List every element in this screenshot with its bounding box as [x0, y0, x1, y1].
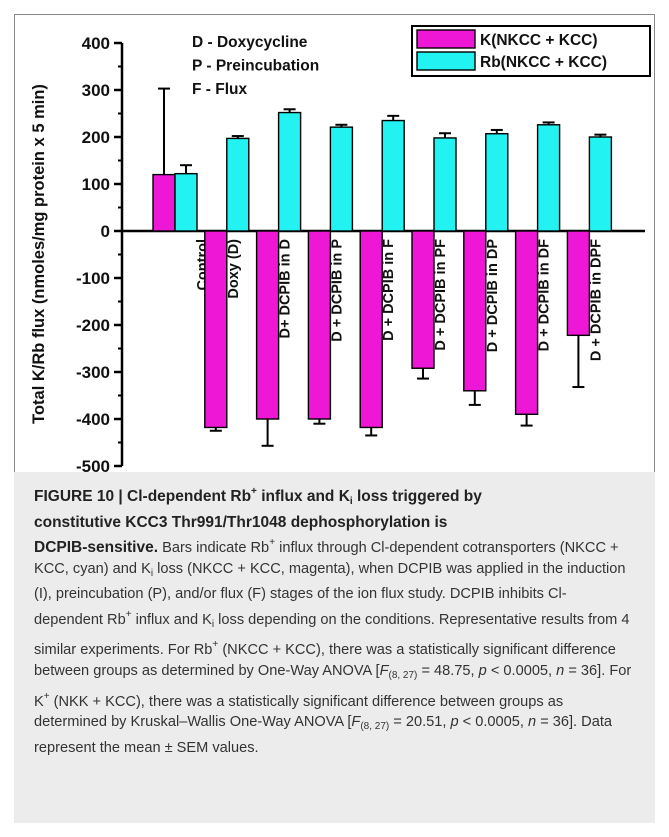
legend-label: K(NKCC + KCC) — [480, 32, 598, 49]
y-tick-label: 300 — [82, 81, 110, 100]
rb-flux-bar — [174, 172, 198, 232]
y-tick-label: -100 — [76, 269, 110, 288]
rb-flux-bar — [277, 111, 302, 232]
k-flux-bar — [152, 173, 176, 232]
k-flux-bar — [255, 230, 280, 420]
y-tick-label: 200 — [82, 128, 110, 147]
y-tick-label: 0 — [101, 222, 110, 241]
y-tick-label: 100 — [82, 175, 110, 194]
bar-chart: -500 -400 -300 -200 -100 0 100 200 300 400 Total K… — [30, 25, 651, 472]
rb-flux-bar — [226, 137, 250, 232]
y-tick-label: -500 — [76, 457, 110, 472]
rb-flux-bar — [329, 126, 354, 232]
rb-flux-bar — [536, 124, 561, 232]
k-flux-bar — [463, 230, 487, 392]
y-tick-label: -200 — [76, 316, 110, 335]
annotation-text: F - Flux — [192, 81, 247, 98]
rb-flux-bar — [588, 136, 613, 232]
category-label: D + DCPIB in DPF — [588, 239, 604, 361]
legend-swatch — [416, 51, 476, 71]
caption-body: Bars indicate Rb+ influx through Cl-depe… — [34, 537, 632, 756]
k-flux-bar — [411, 230, 435, 369]
y-axis-title: Total K/Rb flux (nmoles/mg protein x 5 m… — [30, 84, 48, 424]
category-label: D + DCPIB in DF — [537, 239, 553, 352]
category-label: D + DCPIB in P — [329, 239, 345, 342]
rb-flux-bar — [433, 137, 457, 232]
legend-label: Rb(NKCC + KCC) — [480, 54, 607, 71]
y-tick-label: -300 — [76, 363, 110, 382]
annotation-text: D - Doxycycline — [192, 34, 308, 51]
y-tick-label: -400 — [76, 410, 110, 429]
rb-flux-bar — [485, 133, 509, 232]
figure-caption: FIGURE 10 | Cl-dependent Rb+ influx and … — [14, 472, 655, 823]
category-label: D + DCPIB in PF — [433, 239, 449, 351]
annotation-text: P - Preincubation — [192, 58, 319, 75]
y-tick-label: 400 — [82, 34, 110, 53]
category-label: Doxy (D) — [226, 239, 242, 299]
k-flux-bar — [307, 230, 332, 420]
k-flux-bar — [359, 230, 383, 429]
category-label: D+ DCPIB in D — [278, 239, 294, 339]
k-flux-bar — [514, 230, 539, 416]
k-flux-bar — [566, 230, 591, 337]
k-flux-bar — [204, 230, 228, 429]
legend-swatch — [416, 29, 476, 49]
rb-flux-bar — [381, 119, 405, 232]
category-label: D + DCPIB in F — [381, 239, 397, 341]
caption-title: FIGURE 10 | Cl-dependent Rb+ influx and … — [34, 486, 482, 557]
category-label: D + DCPIB in DP — [485, 239, 501, 353]
